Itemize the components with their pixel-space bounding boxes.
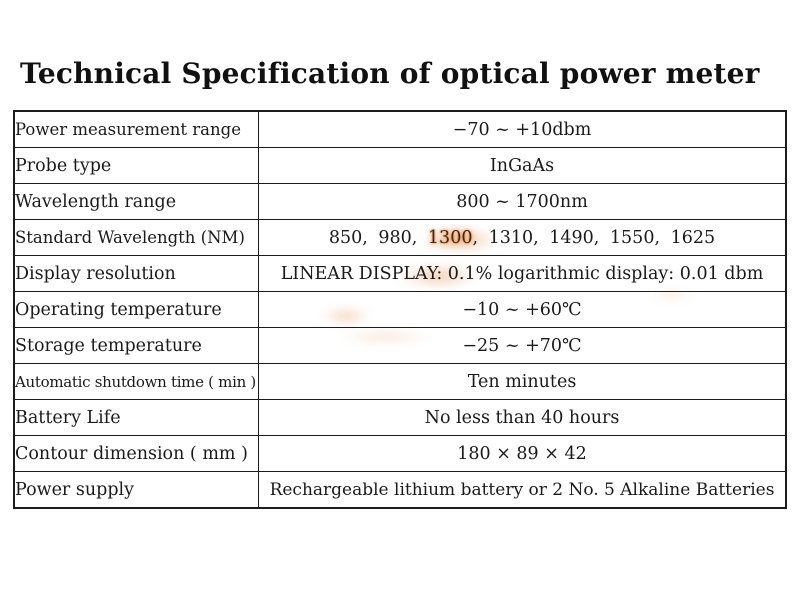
spec-value-cell: 850, 980, 1300, 1310, 1490, 1550, 1625: [258, 219, 787, 256]
spec-value-cell: InGaAs: [258, 147, 787, 184]
spec-value-cell: 180 × 89 × 42: [258, 435, 787, 472]
spec-label-cell: Battery Life: [13, 399, 259, 436]
table-row: Storage temperature −25 ~ +70℃: [13, 327, 787, 364]
spec-label-cell: Standard Wavelength (NM): [13, 219, 259, 256]
spec-value-cell: Rechargeable lithium battery or 2 No. 5 …: [258, 471, 787, 509]
spec-value-cell: Ten minutes: [258, 363, 787, 400]
table-row: Battery Life No less than 40 hours: [13, 399, 787, 436]
wavelength-values-post: , 1310, 1490, 1550, 1625: [472, 227, 716, 248]
table-row: Power measurement range −70 ~ +10dbm: [13, 110, 787, 148]
spec-value-cell: −70 ~ +10dbm: [258, 110, 787, 148]
spec-label-cell: Wavelength range: [13, 183, 259, 220]
wavelength-highlight: 1300: [427, 227, 473, 248]
spec-label-cell: Storage temperature: [13, 327, 259, 364]
spec-value-cell: 800 ~ 1700nm: [258, 183, 787, 220]
spec-label-cell: Probe type: [13, 147, 259, 184]
spec-label-cell: Contour dimension ( mm ): [13, 435, 259, 472]
spec-label-cell: Power supply: [13, 471, 259, 509]
page-title: Technical Specification of optical power…: [20, 57, 760, 90]
spec-label-cell: Automatic shutdown time ( min ): [13, 363, 259, 400]
spec-label-cell: Power measurement range: [13, 110, 259, 148]
spec-table: Power measurement range −70 ~ +10dbm Pro…: [13, 110, 787, 509]
table-row: Standard Wavelength (NM) 850, 980, 1300,…: [13, 219, 787, 256]
table-row: Power supply Rechargeable lithium batter…: [13, 471, 787, 509]
spec-value-cell: LINEAR DISPLAY: 0.1% logarithmic display…: [258, 255, 787, 292]
spec-value-cell: −25 ~ +70℃: [258, 327, 787, 364]
spec-label-cell: Display resolution: [13, 255, 259, 292]
table-row: Display resolution LINEAR DISPLAY: 0.1% …: [13, 255, 787, 292]
table-row: Probe type InGaAs: [13, 147, 787, 184]
spec-value-cell: −10 ~ +60℃: [258, 291, 787, 328]
table-row: Automatic shutdown time ( min ) Ten minu…: [13, 363, 787, 400]
table-row: Contour dimension ( mm ) 180 × 89 × 42: [13, 435, 787, 472]
spec-value-cell: No less than 40 hours: [258, 399, 787, 436]
table-row: Wavelength range 800 ~ 1700nm: [13, 183, 787, 220]
wavelength-values-pre: 850, 980,: [328, 227, 428, 248]
table-row: Operating temperature −10 ~ +60℃: [13, 291, 787, 328]
spec-label-cell: Operating temperature: [13, 291, 259, 328]
